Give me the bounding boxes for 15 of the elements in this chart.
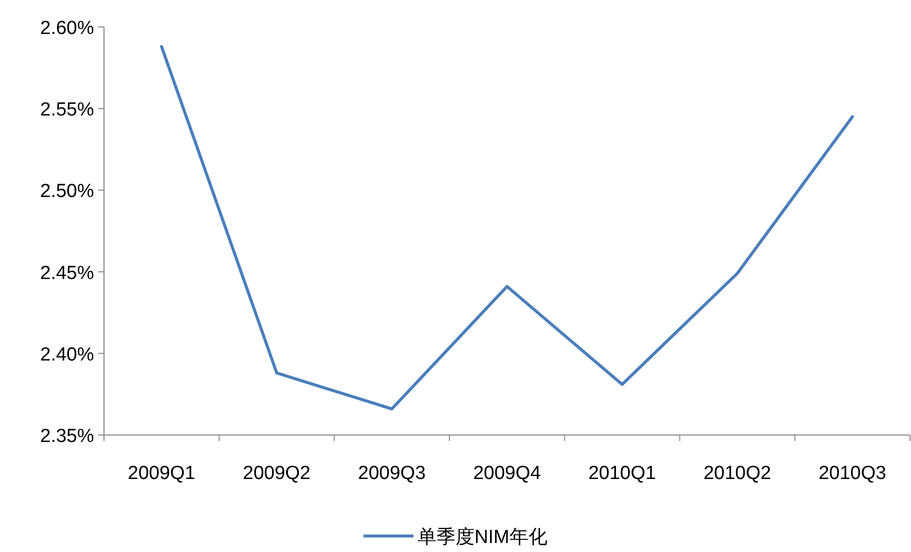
x-tick-label: 2009Q1 bbox=[128, 463, 196, 484]
x-tick-label: 2010Q2 bbox=[703, 463, 772, 484]
legend-label: 单季度NIM年化 bbox=[418, 526, 548, 548]
x-tick-label: 2009Q3 bbox=[358, 463, 426, 484]
y-tick-label: 2.40% bbox=[40, 344, 94, 366]
y-tick-label: 2.60% bbox=[40, 18, 94, 39]
x-tick-label: 2009Q2 bbox=[242, 463, 311, 484]
y-tick-label: 2.50% bbox=[40, 181, 94, 202]
x-tick-label: 2010Q3 bbox=[818, 463, 886, 484]
y-tick-label: 2.35% bbox=[40, 426, 94, 447]
y-tick-label: 2.45% bbox=[40, 262, 94, 284]
line-series bbox=[160, 45, 854, 410]
x-tick-label: 2010Q1 bbox=[588, 463, 656, 484]
x-tick-label: 2009Q4 bbox=[473, 463, 542, 484]
y-tick-label: 2.55% bbox=[40, 100, 94, 121]
